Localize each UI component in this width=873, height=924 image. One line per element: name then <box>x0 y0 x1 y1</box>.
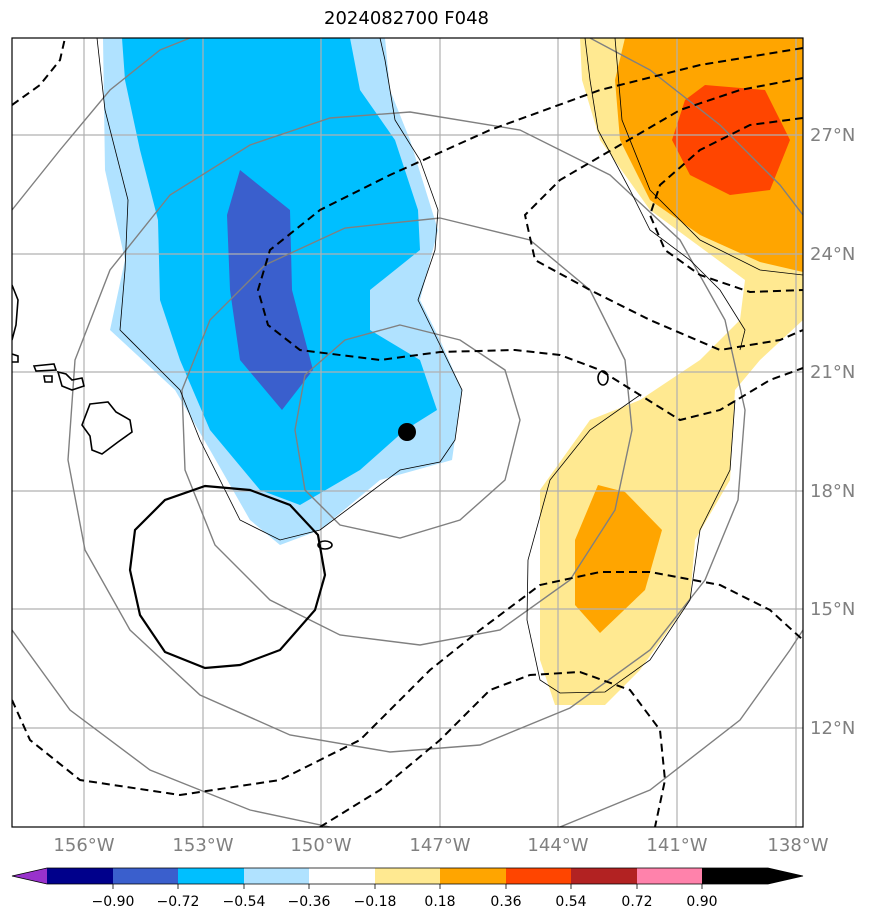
grey-contour-2 <box>181 217 633 646</box>
dashed-contour-4 <box>648 117 803 294</box>
grey-contours <box>12 38 803 827</box>
map-plot-area <box>12 38 803 827</box>
lat-label: 27°N <box>810 125 855 146</box>
thin-contour-east <box>584 38 746 351</box>
colorbar-segment <box>309 868 375 884</box>
colorbar-segment <box>178 868 244 884</box>
colorbar-tick-label: 0.18 <box>424 894 455 910</box>
dashed-contour-5 <box>12 571 803 797</box>
thin-contour-west <box>96 38 463 541</box>
anomaly-fill-orangered <box>672 85 790 195</box>
grey-contour-4 <box>12 38 191 211</box>
anomaly-fill-orange-south <box>575 485 662 633</box>
grey-contour-1 <box>294 324 521 539</box>
solid-contour-positive <box>128 484 327 670</box>
colorbar-segment <box>702 868 768 884</box>
lat-tick-labels: 27°N 24°N 21°N 18°N 15°N 12°N <box>810 125 855 739</box>
lat-label: 18°N <box>810 481 855 502</box>
molokai <box>32 363 58 372</box>
lon-label: 141°W <box>646 835 707 856</box>
lon-label: 150°W <box>290 835 351 856</box>
colorbar-segment <box>113 868 178 884</box>
colorbar-tick-label: −0.18 <box>354 894 397 910</box>
colorbar-segment <box>506 868 571 884</box>
dashed-contour-3 <box>523 77 803 352</box>
colorbar-extend-high <box>768 868 803 884</box>
hawaii-big-island <box>81 401 133 455</box>
colorbar-tick-label: −0.72 <box>157 894 200 910</box>
colorbar-tick-label: 0.54 <box>555 894 586 910</box>
lanai <box>43 375 53 383</box>
dashed-contour-2 <box>256 47 803 422</box>
colorbar-outline <box>11 867 804 885</box>
lon-label: 156°W <box>53 835 114 856</box>
anomaly-fill-dark-blue <box>227 170 313 410</box>
oahu-edge <box>12 284 19 341</box>
lat-label: 24°N <box>810 244 855 265</box>
colorbar-segment <box>375 868 440 884</box>
colorbar-tick-label: −0.54 <box>223 894 266 910</box>
colorbar-segment <box>637 868 702 884</box>
colorbar-segment <box>440 868 506 884</box>
lat-label: 15°N <box>810 599 855 620</box>
lon-label: 138°W <box>767 835 828 856</box>
dashed-contours <box>12 38 803 827</box>
grey-contour-5 <box>589 38 803 216</box>
grey-contour-3 <box>67 111 746 753</box>
colorbar-tick-label: 0.36 <box>490 894 521 910</box>
colorbar: −0.90 −0.72 −0.54 −0.36 −0.18 0.18 0.36 … <box>11 867 804 910</box>
thin-black-contours <box>96 38 803 694</box>
dashed-contour-1 <box>12 38 66 106</box>
small-contour-loop-1 <box>597 370 609 386</box>
plot-frame <box>11 37 804 828</box>
colorbar-tick-label: 0.90 <box>686 894 717 910</box>
graticule <box>12 38 803 827</box>
small-contour-loop-2 <box>317 540 333 550</box>
kauai-edge <box>12 353 19 363</box>
grey-contour-7 <box>559 629 803 827</box>
thin-contour-northeast <box>614 38 803 276</box>
maui <box>56 370 85 391</box>
coastlines <box>12 284 133 455</box>
lon-label: 153°W <box>172 835 233 856</box>
colorbar-segment <box>244 868 309 884</box>
lon-label: 147°W <box>409 835 470 856</box>
lat-label: 12°N <box>810 718 855 739</box>
lon-tick-labels: 156°W 153°W 150°W 147°W 144°W 141°W 138°… <box>53 835 828 856</box>
map-title: 2024082700 F048 <box>324 8 489 29</box>
lon-label: 144°W <box>527 835 588 856</box>
colorbar-tick-label: −0.36 <box>288 894 331 910</box>
colorbar-segment <box>47 868 113 884</box>
grey-contour-6 <box>12 629 331 827</box>
colorbar-tick-label: −0.90 <box>92 894 135 910</box>
colorbar-segment <box>571 868 637 884</box>
colorbar-tick-label: 0.72 <box>621 894 652 910</box>
lat-label: 21°N <box>810 362 855 383</box>
storm-center-marker <box>398 423 416 441</box>
thin-contour-east-lower <box>526 394 736 694</box>
dashed-contour-6 <box>319 670 667 827</box>
colorbar-extend-low <box>12 868 47 884</box>
